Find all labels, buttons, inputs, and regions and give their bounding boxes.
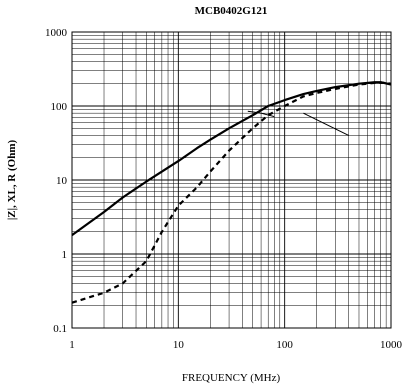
series-group [71, 81, 392, 304]
y-tick-label: 1000 [45, 27, 68, 39]
series-line-1 [71, 81, 392, 236]
y-tick-label: 1 [62, 249, 68, 261]
x-axis-label: FREQUENCY (MHz) [182, 372, 281, 384]
x-tick-label: 1 [69, 339, 75, 351]
series-line-3 [247, 110, 275, 118]
y-tick-label: 100 [51, 101, 68, 113]
plot-frame [71, 31, 392, 329]
annotations [303, 112, 349, 136]
y-tick-label: 10 [56, 175, 68, 187]
y-axis-label: |Z|, XL, R (Ohm) [6, 140, 18, 221]
series-line-2 [71, 81, 392, 304]
y-tick-label: 0.1 [53, 323, 67, 335]
chart-title: MCB0402G121 [195, 5, 268, 17]
chart-grid [72, 32, 391, 328]
x-tick-label: 10 [173, 339, 185, 351]
x-tick-label: 100 [276, 339, 293, 351]
x-tick-label: 1000 [380, 339, 403, 351]
leader-line [303, 112, 349, 136]
